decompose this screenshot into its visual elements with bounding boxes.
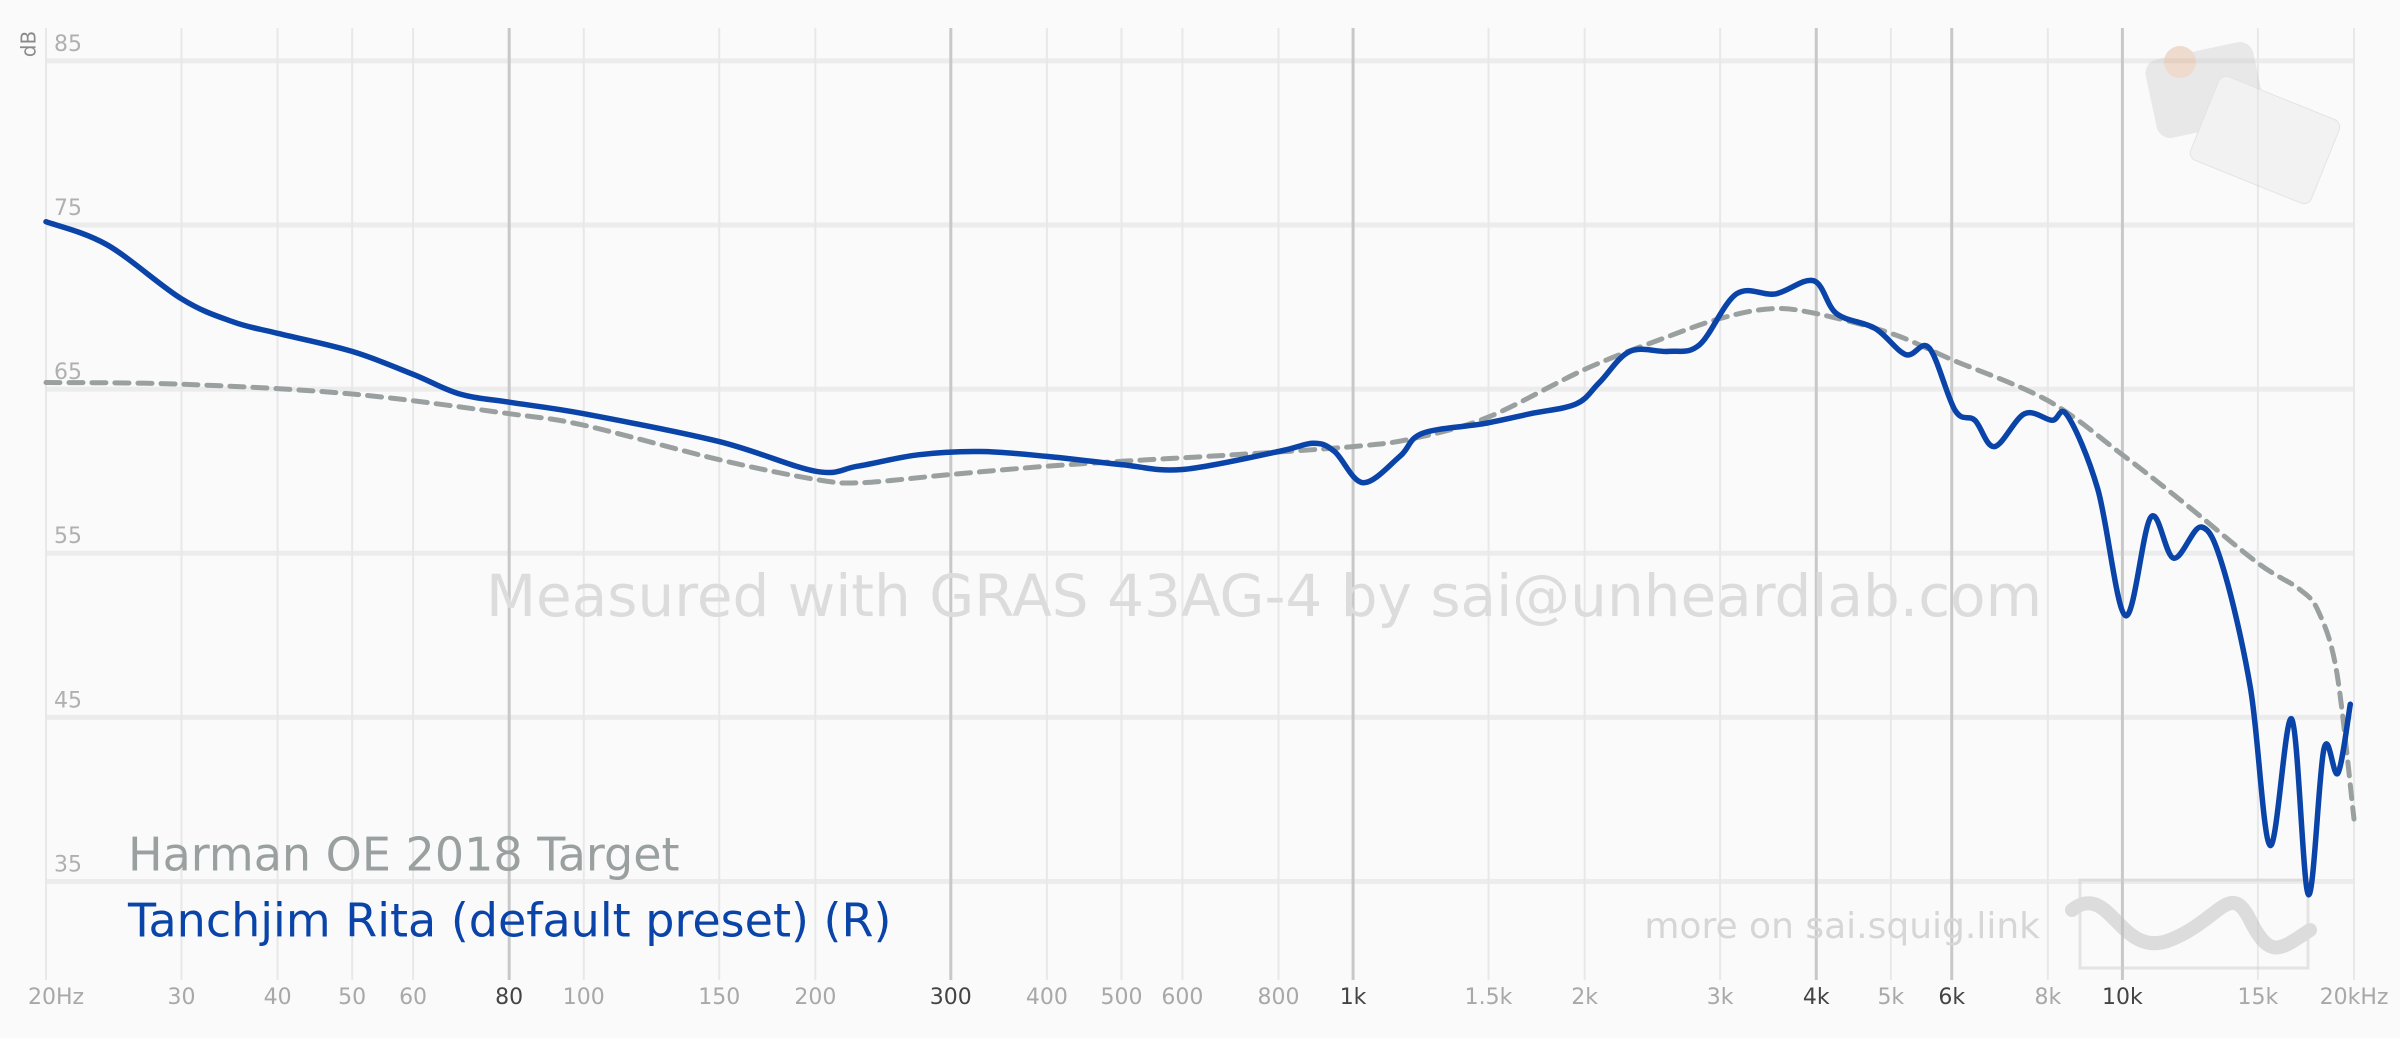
x-tick-label: 800 [1258,985,1300,1010]
x-tick-label: 300 [930,985,972,1010]
x-tick-label: 5k [1877,985,1904,1010]
x-tick-label: 6k [1938,985,1965,1010]
y-tick-label: 75 [54,196,82,221]
product-image [2145,42,2341,205]
y-tick-label: 45 [54,688,82,713]
y-tick-label: 35 [54,853,82,878]
x-tick-label: 40 [264,985,292,1010]
y-tick-label: 85 [54,32,82,57]
x-tick-label: 8k [2034,985,2061,1010]
watermark: Measured with GRAS 43AG-4 by sai@unheard… [486,562,2042,630]
y-axis-label: dB [17,31,41,57]
x-tick-label: 50 [338,985,366,1010]
x-tick-label: 100 [563,985,605,1010]
x-tick-label: 3k [1707,985,1734,1010]
x-tick-label: 30 [167,985,195,1010]
footer-note: more on sai.squig.link [1644,906,2040,947]
x-tick-label: 1k [1340,985,1367,1010]
x-tick-label: 2k [1571,985,1598,1010]
x-tick-label: 20kHz [2320,985,2389,1010]
x-tick-label: 400 [1026,985,1068,1010]
logo [2065,878,2317,970]
legend-entry: Tanchjim Rita (default preset) (R) [127,894,891,948]
product-box [2189,75,2341,205]
y-tick-label: 55 [54,524,82,549]
x-tick-label: 200 [794,985,836,1010]
logo-squiggle [2065,895,2317,955]
product-case [2145,42,2265,138]
x-tick-label: 500 [1100,985,1142,1010]
series-line [43,218,2354,898]
x-tick-label: 80 [495,985,523,1010]
series-line [43,306,2357,822]
x-tick-label: 60 [399,985,427,1010]
x-tick-label: 20Hz [28,985,84,1010]
legend: Harman OE 2018 Target Tanchjim Rita (defa… [127,828,891,948]
product-earpiece [2164,46,2196,78]
x-tick-label: 10k [2102,985,2143,1010]
x-tick-label: 4k [1803,985,1830,1010]
x-tick-label: 15k [2238,985,2279,1010]
x-tick-label: 600 [1161,985,1203,1010]
x-tick-label: 1.5k [1465,985,1513,1010]
plot-lines [43,218,2357,898]
legend-entry: Harman OE 2018 Target [128,828,680,882]
x-tick-label: 150 [698,985,740,1010]
